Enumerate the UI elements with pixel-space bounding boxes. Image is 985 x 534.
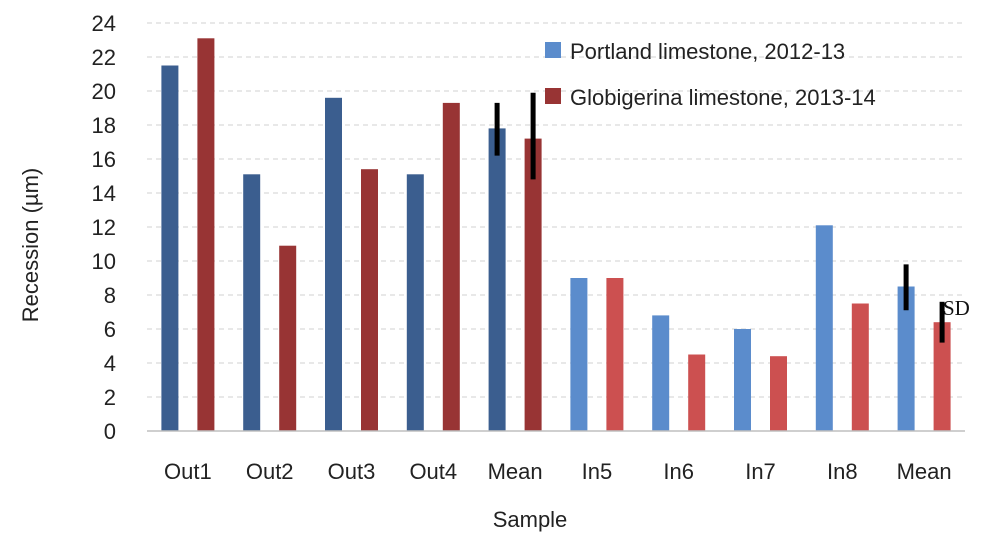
y-tick-label: 8: [104, 283, 116, 308]
y-tick-label: 2: [104, 385, 116, 410]
x-tick-label: Out3: [328, 459, 376, 484]
bar-globigerina-in7: [770, 356, 787, 431]
y-tick-label: 22: [92, 45, 116, 70]
error-bars: [494, 92, 945, 343]
bar-globigerina-mean: [524, 138, 542, 431]
x-tick-label: In7: [745, 459, 776, 484]
x-tick-label: Mean: [897, 459, 952, 484]
y-tick-label: 20: [92, 79, 116, 104]
bar-portland-out3: [325, 97, 342, 432]
x-axis-label: Sample: [493, 507, 568, 532]
bar-globigerina-in5: [606, 278, 624, 431]
x-tick-label: Mean: [488, 459, 543, 484]
gridlines: [147, 22, 965, 398]
y-tick-label: 0: [104, 419, 116, 444]
bar-portland-out1: [161, 65, 179, 431]
x-tick-label: Out2: [246, 459, 294, 484]
bar-globigerina-out4: [442, 102, 460, 432]
legend-swatch-portland: [545, 42, 561, 58]
y-tick-label: 16: [92, 147, 116, 172]
bar-globigerina-out1: [197, 38, 215, 432]
bars: [161, 38, 951, 432]
y-tick-label: 4: [104, 351, 116, 376]
y-tick-label: 14: [92, 181, 116, 206]
bar-portland-in7: [734, 329, 751, 431]
legend-swatch-globigerina: [545, 88, 561, 104]
bar-portland-in6: [652, 315, 670, 431]
bar-portland-out2: [243, 174, 261, 432]
annotation-sd: SD: [943, 296, 970, 320]
bar-portland-mean: [897, 286, 915, 431]
bar-portland-mean: [488, 128, 506, 431]
bar-globigerina-out2: [279, 245, 297, 431]
x-tick-label: Out1: [164, 459, 212, 484]
legend: Portland limestone, 2012-13 Globigerina …: [545, 39, 876, 110]
bar-globigerina-in8: [851, 303, 869, 431]
legend-label-portland: Portland limestone, 2012-13: [570, 39, 845, 64]
y-axis-label: Recession (µm): [18, 168, 43, 322]
bar-portland-in5: [570, 278, 588, 431]
x-tick-label: In8: [827, 459, 858, 484]
bar-portland-out4: [406, 174, 424, 432]
y-tick-label: 6: [104, 317, 116, 342]
x-tick-label: Out4: [409, 459, 457, 484]
bar-globigerina-in6: [688, 354, 706, 431]
y-tick-label: 12: [92, 215, 116, 240]
x-tick-label: In6: [663, 459, 694, 484]
bar-portland-in8: [815, 225, 833, 431]
x-tick-label: In5: [582, 459, 613, 484]
y-tick-label: 10: [92, 249, 116, 274]
y-tick-label: 18: [92, 113, 116, 138]
bar-globigerina-mean: [933, 322, 951, 431]
y-tick-label: 24: [92, 11, 116, 36]
x-axis-ticks: Out1 Out2 Out3 Out4 Mean In5 In6 In7 In8 Mean: [164, 459, 952, 484]
bar-globigerina-out3: [361, 169, 378, 431]
legend-label-globigerina: Globigerina limestone, 2013-14: [570, 85, 876, 110]
